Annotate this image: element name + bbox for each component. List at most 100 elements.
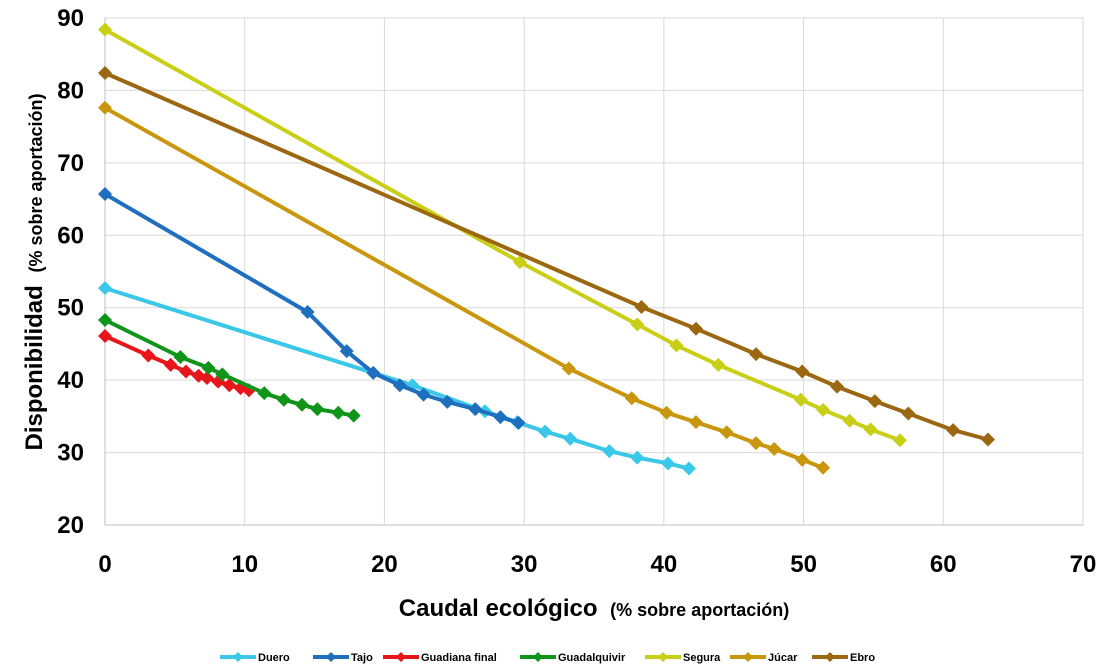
data-point-segura — [98, 22, 112, 37]
data-point-duero — [630, 450, 645, 465]
legend-marker — [533, 652, 543, 662]
data-point-guadalquivir — [331, 405, 346, 420]
data-point-duero — [602, 444, 617, 459]
legend-label: Duero — [258, 652, 290, 664]
data-point-duero — [538, 424, 553, 439]
data-point-jucar — [561, 361, 576, 376]
x-tick-label: 60 — [930, 551, 957, 578]
data-point-jucar — [816, 460, 831, 475]
data-point-ebro — [980, 432, 995, 447]
data-point-guadalquivir — [310, 402, 325, 417]
legend-label: Tajo — [351, 652, 373, 664]
data-point-guadalquivir — [346, 408, 361, 423]
legend-marker — [396, 652, 406, 662]
data-point-guadiana-final — [222, 378, 237, 393]
y-tick-label: 60 — [57, 222, 84, 249]
x-tick-label: 0 — [98, 551, 111, 578]
data-point-guadiana-final — [199, 370, 214, 385]
legend-item-duero: Duero — [220, 652, 290, 664]
data-point-jucar — [659, 405, 674, 420]
data-point-ebro — [901, 406, 916, 421]
data-point-segura — [793, 392, 808, 407]
data-point-duero — [661, 456, 676, 471]
series-jucar — [98, 100, 831, 475]
x-tick-label: 10 — [231, 551, 258, 578]
y-tick-label: 70 — [57, 150, 84, 177]
series-ebro — [98, 66, 995, 447]
x-axis-title: Caudal ecológico (% sobre aportación) — [399, 595, 789, 622]
data-point-jucar — [624, 391, 639, 406]
y-axis-title: Disponibilidad (% sobre aportación) — [21, 93, 48, 450]
y-axis-title-main: Disponibilidad — [21, 285, 48, 450]
data-point-ebro — [795, 364, 810, 379]
legend-item-tajo: Tajo — [313, 652, 373, 664]
data-point-tajo — [300, 305, 315, 320]
y-tick-label: 30 — [57, 440, 84, 467]
data-point-jucar — [749, 436, 764, 451]
legend-label: Júcar — [768, 652, 798, 664]
data-point-ebro — [946, 423, 961, 438]
y-tick-label: 50 — [57, 295, 84, 322]
x-tick-label: 40 — [651, 551, 678, 578]
data-point-tajo — [468, 402, 483, 417]
data-point-guadalquivir — [257, 386, 272, 401]
legend-label: Ebro — [850, 652, 875, 664]
data-point-segura — [669, 338, 684, 353]
y-tick-label: 90 — [57, 5, 84, 32]
gridlines — [104, 17, 1084, 526]
x-tick-label: 30 — [511, 551, 538, 578]
series-line-ebro — [104, 71, 989, 442]
data-point-tajo — [511, 415, 526, 430]
data-point-segura — [512, 255, 527, 270]
data-point-tajo — [339, 344, 354, 359]
series-line-jucar — [104, 106, 824, 470]
data-point-segura — [630, 317, 645, 332]
series-guadalquivir — [98, 313, 361, 423]
x-tick-labels: 0 10 20 30 40 50 60 70 — [98, 551, 1096, 578]
data-point-guadalquivir — [294, 397, 309, 412]
legend-label: Guadiana final — [421, 652, 497, 664]
legend: Duero Tajo Guadiana final Guadalquivir Segur… — [220, 652, 875, 664]
data-point-guadalquivir — [173, 349, 188, 364]
data-point-guadiana-final — [98, 328, 112, 343]
legend-item-guadalquivir: Guadalquivir — [520, 652, 626, 664]
y-tick-label: 40 — [57, 367, 84, 394]
data-point-tajo — [416, 387, 431, 402]
x-tick-label: 70 — [1070, 551, 1097, 578]
data-point-guadiana-final — [163, 357, 178, 372]
data-point-guadalquivir — [98, 313, 112, 328]
data-point-segura — [892, 433, 907, 448]
data-point-ebro — [749, 347, 764, 362]
data-point-ebro — [634, 299, 649, 314]
series-tajo — [98, 187, 526, 430]
series-line-segura — [104, 27, 901, 443]
data-point-guadalquivir — [215, 367, 230, 382]
data-point-ebro — [830, 379, 845, 394]
legend-item-guadiana-final: Guadiana final — [383, 652, 497, 664]
legend-item-jucar: Júcar — [730, 652, 798, 664]
data-point-guadiana-final — [141, 348, 156, 363]
y-tick-labels: 20 30 40 50 60 70 80 90 — [57, 5, 84, 539]
data-point-segura — [816, 402, 831, 417]
data-point-jucar — [767, 441, 782, 456]
data-point-ebro — [98, 66, 112, 81]
data-point-segura — [863, 422, 878, 437]
series-line-tajo — [103, 192, 520, 425]
x-axis-title-suffix: (% sobre aportación) — [610, 600, 789, 620]
y-axis-title-suffix: (% sobre aportación) — [26, 93, 46, 272]
data-point-ebro — [688, 321, 703, 336]
series-segura — [98, 22, 907, 448]
data-point-ebro — [867, 394, 882, 409]
y-tick-label: 20 — [57, 512, 84, 539]
legend-marker — [743, 652, 753, 662]
data-point-segura — [842, 413, 857, 428]
data-point-jucar — [98, 100, 112, 115]
legend-marker — [233, 652, 243, 662]
data-point-segura — [711, 357, 726, 372]
data-point-tajo — [493, 410, 508, 425]
data-point-guadiana-final — [179, 364, 194, 379]
legend-marker — [326, 652, 336, 662]
x-tick-label: 50 — [790, 551, 817, 578]
data-point-jucar — [795, 452, 810, 467]
